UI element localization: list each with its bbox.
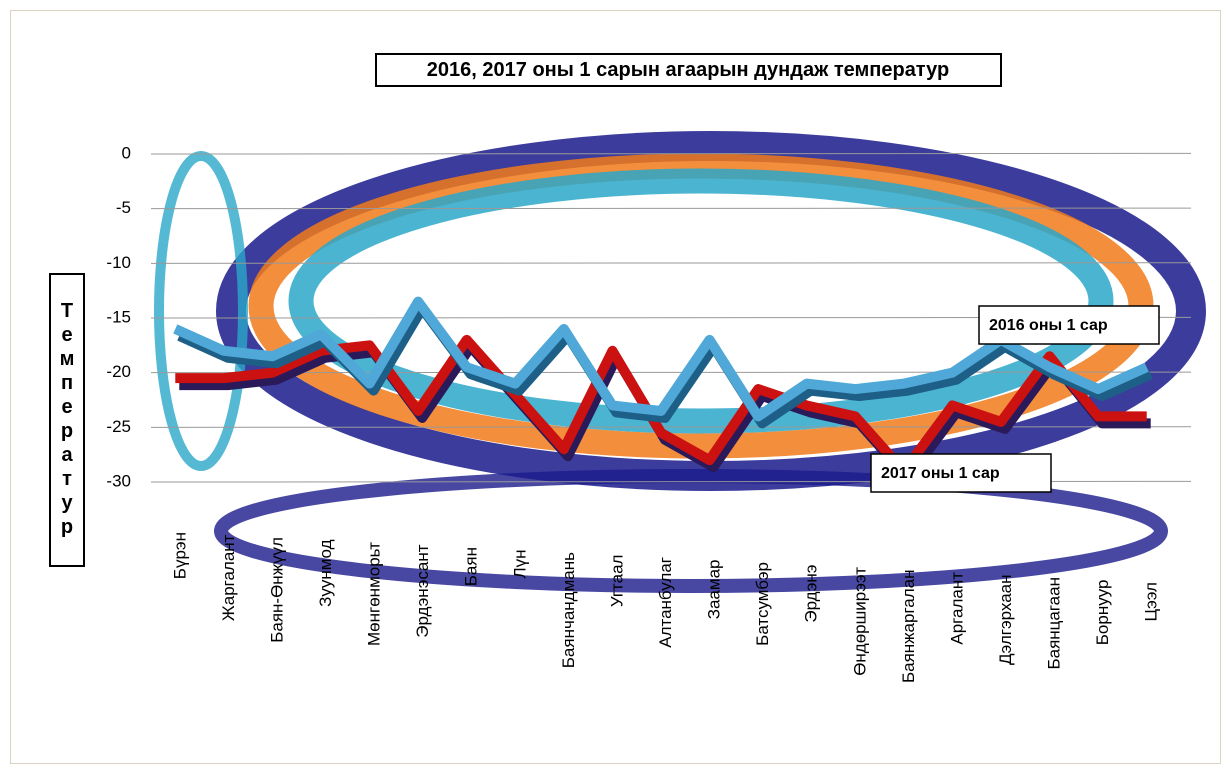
decor-wall	[154, 151, 248, 471]
legend-label: 2016 оны 1 сар	[989, 317, 1108, 334]
x-tick-label: Батсумбэр	[753, 562, 772, 646]
grid-line	[150, 152, 1192, 155]
y-axis-label: Температур	[49, 273, 85, 567]
x-tick-label: Угтаал	[607, 555, 626, 608]
x-tick-label: Лүн	[510, 550, 529, 579]
grid-line	[150, 371, 1192, 374]
x-tick-label: Цээл	[1142, 582, 1161, 621]
x-tick-label: Эрдэнэсант	[413, 544, 432, 637]
y-tick-label: -20	[106, 362, 131, 381]
x-tick-label: Бүрэн	[170, 532, 189, 579]
grid-line	[150, 426, 1192, 428]
line	[173, 296, 1149, 422]
x-tick-label: Жаргалант	[219, 534, 238, 621]
legend-box	[978, 305, 1160, 345]
y-tick-label: -10	[106, 253, 131, 272]
x-tick-label: Баян	[462, 547, 481, 586]
decor-floor	[214, 469, 1168, 593]
y-tick-label: -30	[106, 471, 131, 490]
chart-frame: 2016, 2017 оны 1 сарын агаарын дундаж те…	[10, 10, 1221, 764]
chart: 2016, 2017 оны 1 сарын агаарын дундаж те…	[106, 53, 1206, 684]
title-box	[375, 53, 1002, 87]
x-tick-label: Өндөрширээт	[850, 567, 869, 676]
x-tick-label: Борнуур	[1093, 580, 1112, 646]
legend-box	[870, 453, 1052, 493]
x-tick-label: Алтанбулаг	[656, 557, 675, 648]
y-tick-label: 0	[122, 143, 131, 162]
x-tick-label: Дэлгэрхаан	[996, 575, 1015, 665]
x-tick-label: Зуунмод	[316, 539, 335, 606]
x-tick-label: Баянжаргалан	[899, 570, 918, 684]
y-tick-label: -5	[116, 198, 131, 217]
grid-line	[150, 262, 1192, 264]
x-tick-label: Заамар	[705, 560, 724, 620]
x-tick-label: Баянчандмань	[559, 552, 578, 668]
grid-line	[150, 207, 1192, 210]
decor-ring	[288, 168, 1114, 434]
x-tick-label: Баян-Өнжүүл	[267, 537, 286, 643]
y-tick-label: -15	[106, 307, 131, 326]
y-tick-label: -25	[106, 417, 131, 436]
x-tick-label: Мөнгөнморьт	[365, 542, 384, 646]
x-tick-label: Эрдэнэ	[802, 565, 821, 623]
x-tick-label: Баянцагаан	[1045, 577, 1064, 670]
x-tick-label: Аргалант	[947, 572, 966, 645]
chart-title: 2016, 2017 оны 1 сарын агаарын дундаж те…	[427, 59, 949, 81]
legend-label: 2017 оны 1 сар	[881, 465, 1000, 482]
